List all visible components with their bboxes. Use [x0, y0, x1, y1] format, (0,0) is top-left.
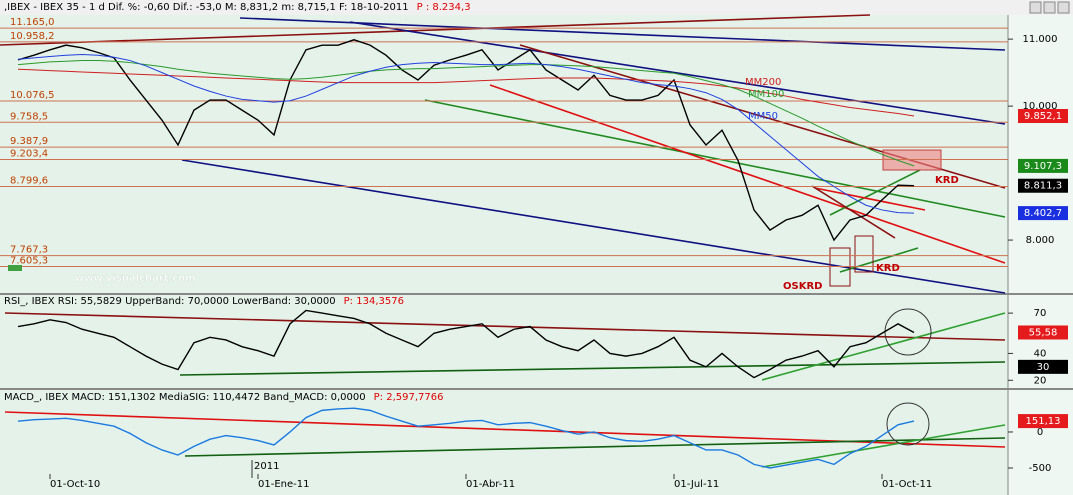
maximize-button[interactable]: [1043, 1, 1056, 14]
panel-title: ,IBEX - IBEX 35 - 1 d Dif. %: -0,60 Dif.…: [4, 2, 409, 13]
level-label: 9.758,5: [10, 111, 48, 122]
level-label: 9.203,4: [10, 148, 48, 159]
x-tick-label: 01-Oct-11: [882, 479, 932, 490]
panel-title-price: P: 134,3576: [344, 296, 404, 307]
y-tick-label: 11.000: [1023, 34, 1058, 45]
panel-title-price: P: 2,597,7766: [374, 392, 444, 403]
series-label: MM100: [748, 89, 784, 100]
trend-line: [839, 247, 919, 273]
watermark: www.visualchart.com: [75, 273, 196, 284]
pattern-box: [854, 235, 874, 273]
level-label: 8.799,6: [10, 176, 48, 187]
y-tick-label: 8.000: [1026, 235, 1055, 246]
trend-line: [761, 312, 1006, 381]
highlight-circle: [886, 402, 930, 446]
trend-line: [761, 424, 1006, 468]
trend-line: [4, 312, 1006, 341]
y-tick-label: 0: [1037, 427, 1043, 438]
trend-line: [424, 99, 1006, 218]
price-tag: [1018, 414, 1068, 429]
panel-title: MACD_, IBEX MACD: 151,1302 MediaSIG: 110…: [4, 392, 366, 403]
trend-line: [489, 84, 1006, 264]
trend-line: [181, 159, 1006, 294]
price-tag: [1018, 178, 1068, 193]
y-tick-label: 70: [1034, 308, 1047, 319]
zone-box: [882, 149, 942, 171]
level-label: 7.767,3: [10, 245, 48, 256]
price-tag-label: 8.811,3: [1024, 181, 1062, 192]
price-tag: [1018, 359, 1068, 374]
price-tag-label: 9.107,3: [1024, 161, 1062, 172]
panel-title-price: P : 8.234,3: [417, 2, 471, 13]
trend-line: [811, 185, 896, 239]
series-line: [17, 60, 915, 167]
x-tick-label: 01-Abr-11: [466, 479, 515, 490]
trend-line: [239, 17, 1006, 51]
price-tag: [1018, 158, 1068, 173]
price-tag: [1018, 325, 1068, 340]
price-tag-label: 30: [1037, 362, 1050, 373]
panel-title: RSI_, IBEX RSI: 55,5829 UpperBand: 70,00…: [4, 296, 336, 307]
y-tick-label: -500: [1029, 463, 1052, 474]
series-line: [17, 54, 915, 214]
series-line: [17, 407, 915, 469]
price-tag-label: 151,13: [1026, 416, 1061, 427]
x-tick-label: 01-Oct-10: [50, 479, 100, 490]
x-tick-label: 01-Jul-11: [674, 479, 719, 490]
trend-line: [0, 14, 871, 46]
level-label: 9.387,9: [10, 136, 48, 147]
price-tag: [1018, 109, 1068, 124]
trend-lines: [0, 14, 1006, 468]
trend-line: [179, 361, 1006, 376]
y-tick-label: 20: [1034, 375, 1047, 386]
series-label: MM200: [745, 77, 781, 88]
annotation: KRD: [935, 175, 959, 186]
series-line: [17, 309, 915, 379]
y-tick-label: 40: [1034, 348, 1047, 359]
price-tag-label: 9.852,1: [1024, 111, 1062, 122]
header-bar: [0, 0, 1073, 15]
minimize-button[interactable]: [1029, 1, 1042, 14]
x-tick-label: 01-Ene-11: [258, 479, 309, 490]
series-line: [17, 68, 915, 117]
window-buttons[interactable]: [1029, 1, 1070, 14]
year-marker: 2011: [254, 461, 279, 472]
level-label: 10.076,5: [10, 90, 55, 101]
series-label: MM50: [748, 111, 778, 122]
annotation: KRD: [876, 263, 900, 274]
y-tick-label: 10.000: [1023, 101, 1058, 112]
trend-line: [349, 21, 1006, 125]
level-label: 10.958,2: [10, 31, 55, 42]
series-line: [17, 39, 915, 242]
price-tag-label: 55,58: [1029, 327, 1058, 338]
watermark-icon: [8, 265, 22, 271]
price-tag-label: 8.402,7: [1024, 208, 1062, 219]
trend-line: [184, 437, 1006, 457]
annotation: OSKRD: [783, 281, 822, 292]
trend-line: [814, 187, 926, 211]
close-button[interactable]: [1057, 1, 1070, 14]
price-tag: [1018, 206, 1068, 221]
level-label: 11.165,0: [10, 17, 55, 28]
level-label: 7.605,3: [10, 256, 48, 267]
